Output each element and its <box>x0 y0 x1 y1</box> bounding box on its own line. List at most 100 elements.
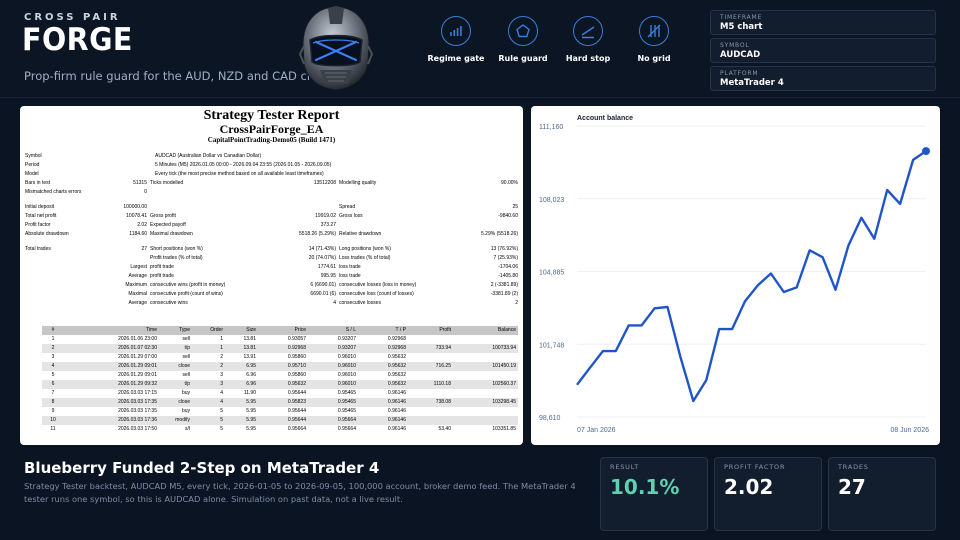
x-tick-label: 08 Jun 2026 <box>890 427 929 434</box>
table-cell: 2026.01.07 02:30 <box>64 344 159 353</box>
table-cell: t/p <box>159 344 192 353</box>
table-cell: 0.95632 <box>387 354 406 360</box>
kpi-profit-factor: PROFIT FACTOR 2.02 <box>714 457 822 531</box>
table-cell <box>408 416 453 425</box>
table-cell: 13.91 <box>243 354 256 360</box>
stat-label: Long positions (won %) <box>339 246 391 252</box>
table-cell: 0.95644 <box>287 408 306 414</box>
table-cell: 6 <box>42 380 64 389</box>
stat-value: 5.29% (5518.26) <box>481 231 518 237</box>
table-cell: 0.95465 <box>308 398 358 407</box>
stat-row-maximal: Maximal consecutive profit (count of win… <box>20 290 523 299</box>
y-tick-label: 101,748 <box>539 342 564 349</box>
kpi-value: 27 <box>838 475 866 499</box>
stat-label: consecutive losses <box>339 300 381 306</box>
stat-value: 373.27 <box>320 222 336 228</box>
stat-row-average-consecutive: Average consecutive wins 4 consecutive l… <box>20 299 523 308</box>
stat-label: Expected payoff <box>150 222 186 228</box>
stat-label: consecutive losses (loss in money) <box>339 282 417 288</box>
stat-value: 51315 <box>133 180 147 186</box>
x-tick-label: 07 Jan 2026 <box>577 427 616 434</box>
table-cell: s/l <box>185 426 190 432</box>
stat-label: consecutive loss (count of losses) <box>339 291 414 297</box>
stat-value: 7 (25.93%) <box>493 255 518 261</box>
table-cell: 2026.03.03 17:50 <box>118 426 157 432</box>
table-cell: 1 <box>192 344 225 353</box>
table-cell: 0.93057 <box>287 336 306 342</box>
table-row: 10 2026.03.03 17:36 modify 5 5.95 0.95644 0.95… <box>42 416 518 425</box>
stat-row-average: Average profit trade 995.95 loss trade -… <box>20 272 523 281</box>
table-cell: 11.90 <box>243 390 256 396</box>
table-cell: 0.95664 <box>287 426 306 432</box>
feature-rule-guard: Rule guard <box>488 16 558 63</box>
table-cell: 11 <box>50 426 56 432</box>
table-cell: 0.96010 <box>337 372 356 378</box>
final-balance-point <box>922 147 930 156</box>
stat-value: AUDCAD (Australian Dollar vs Canadian Do… <box>155 153 262 159</box>
table-cell <box>408 407 453 416</box>
table-row: 4 2026.01.29 09:01 close 2 6.95 0.95710 0.9601… <box>42 362 518 371</box>
stat-row-profit-trades: Profit trades (% of total) 20 (74.07%) L… <box>20 254 523 263</box>
table-cell: 3 <box>51 354 55 360</box>
strategy-tester-report: Strategy Tester Report CrossPairForge_EA… <box>20 106 523 445</box>
table-cell: 13.81 <box>225 344 258 353</box>
stat-value: 13512208 <box>313 180 336 186</box>
y-tick-label: 98,610 <box>539 415 561 422</box>
table-cell: 0.96146 <box>387 426 406 432</box>
meta-key: TIMEFRAME <box>720 14 763 21</box>
stat-row-symbol: Symbol AUDCAD (Australian Dollar vs Cana… <box>20 152 523 161</box>
table-cell <box>408 371 453 380</box>
meta-value: AUDCAD <box>720 50 761 60</box>
stat-value: 0 <box>144 189 147 195</box>
stat-row-mismatch: Mismatched charts errors 0 <box>20 188 523 197</box>
table-cell: 10 <box>42 416 64 425</box>
table-cell: 6.95 <box>225 362 258 371</box>
meta-platform: PLATFORM MetaTrader 4 <box>710 66 936 91</box>
stat-label: Initial deposit <box>25 204 55 210</box>
table-row: 1 2026.01.06 23:00 sell 1 13.81 0.93057 0.9320… <box>42 335 518 344</box>
table-cell: 6.96 <box>225 380 258 389</box>
helmet-logo <box>298 6 374 91</box>
stat-row-period: Period 5 Minutes (M5) 2026.01.05 00:00 -… <box>20 161 523 170</box>
stat-label: Bars in test <box>25 180 51 186</box>
table-row: 7 2026.03.03 17:15 buy 4 11.90 0.95644 0.95465… <box>42 389 518 398</box>
feature-label: No grid <box>637 54 671 63</box>
no-grid-icon <box>639 16 669 46</box>
column-header: Balance <box>453 326 518 335</box>
column-header: Profit <box>408 326 453 335</box>
stat-label: Average <box>128 300 147 306</box>
chart-title: Account balance <box>577 115 633 122</box>
table-cell: 9 <box>51 408 55 414</box>
column-header: Order <box>192 326 225 335</box>
table-cell: 4 <box>192 398 225 407</box>
kpi-value: 2.02 <box>724 475 774 499</box>
table-cell: 13.81 <box>243 336 256 342</box>
table-cell: 0.95632 <box>358 362 408 371</box>
stat-value: -3381.89 (2) <box>490 291 518 297</box>
stat-value: 90.00% <box>501 180 518 186</box>
stat-label: Total net profit <box>25 213 57 219</box>
table-cell <box>408 335 453 344</box>
column-header: T / P <box>358 326 408 335</box>
footer-description: Strategy Tester backtest, AUDCAD M5, eve… <box>24 481 576 504</box>
column-header: Size <box>225 326 258 335</box>
kpi-key: PROFIT FACTOR <box>724 463 786 471</box>
stat-value: 13 (76.92%) <box>490 246 518 252</box>
feature-regime-gate: Regime gate <box>421 16 491 63</box>
table-cell <box>453 371 518 380</box>
table-cell: 0.95465 <box>337 390 356 396</box>
meta-key: SYMBOL <box>720 42 750 49</box>
table-cell: 2026.01.29 09:01 <box>64 362 159 371</box>
table-cell: 103298.45 <box>453 398 518 407</box>
column-header: Time <box>64 326 159 335</box>
stat-label: Gross profit <box>150 213 176 219</box>
table-cell: 100733.94 <box>453 344 518 353</box>
brand-eyebrow: CROSS PAIR <box>24 12 121 23</box>
stat-label: Short positions (won %) <box>150 246 203 252</box>
stat-row-drawdown: Absolute drawdown 1184.60 Maximal drawdo… <box>20 230 523 239</box>
stat-value: Every tick (the most precise method base… <box>155 171 324 177</box>
table-cell: 5 <box>220 408 223 414</box>
table-cell: 0.95632 <box>387 372 406 378</box>
kpi-result: RESULT 10.1% <box>600 457 708 531</box>
stat-label: Modelling quality <box>339 180 377 186</box>
